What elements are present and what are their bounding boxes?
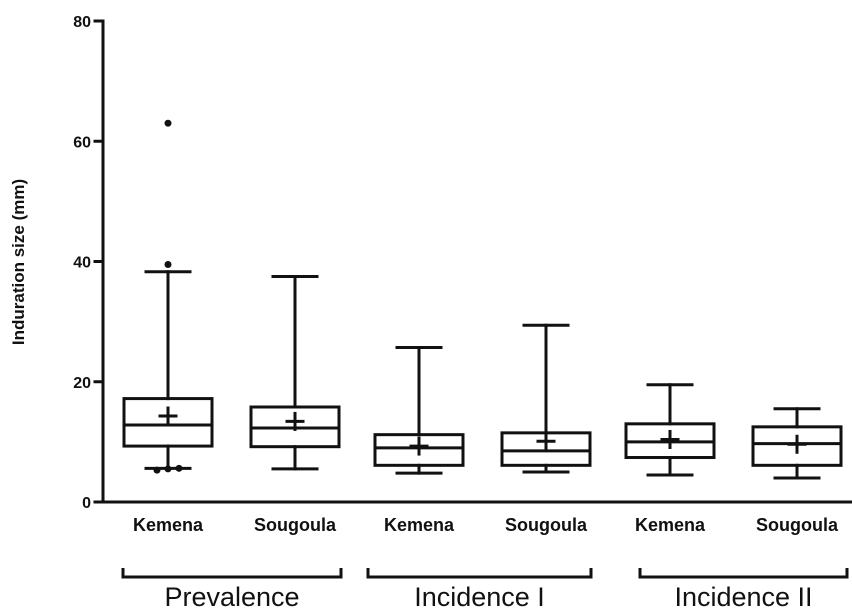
category-label: Sougoula <box>756 515 839 535</box>
axes: 0 20 40 60 80 <box>73 14 852 512</box>
y-tick-label: 40 <box>73 255 91 272</box>
iqr-box <box>122 397 214 448</box>
bracket-line <box>121 568 343 579</box>
category-label: Kemena <box>635 515 706 535</box>
bracket-line <box>638 568 849 579</box>
box-1 <box>122 119 214 474</box>
category-label: Kemena <box>384 515 455 535</box>
category-label: Sougoula <box>254 515 337 535</box>
outlier-point <box>153 466 161 474</box>
box-marks <box>122 119 843 480</box>
outlier-point <box>164 465 172 473</box>
y-tick-label: 0 <box>82 495 91 512</box>
group-brackets: Prevalence Incidence I Incidence II <box>121 568 849 610</box>
group-label: Prevalence <box>164 582 299 610</box>
box-3 <box>373 345 465 475</box>
y-tick-label: 20 <box>73 375 91 392</box>
iqr-box <box>751 425 843 467</box>
iqr-box <box>373 433 465 467</box>
outlier-point <box>175 464 183 472</box>
group-bracket-2: Incidence I <box>366 568 593 610</box>
category-label: Kemena <box>133 515 204 535</box>
outlier-point <box>164 261 172 269</box>
group-bracket-1: Prevalence <box>121 568 343 610</box>
category-labels: Kemena Sougoula Kemena Sougoula Kemena Sougou… <box>133 515 839 535</box>
group-bracket-3: Incidence II <box>638 568 849 610</box>
box-5 <box>624 383 716 477</box>
y-tick-label: 80 <box>73 14 91 31</box>
category-label: Sougoula <box>505 515 588 535</box>
box-6 <box>751 407 843 480</box>
group-label: Incidence II <box>674 582 812 610</box>
bracket-line <box>366 568 593 579</box>
outlier-point <box>164 119 172 127</box>
group-label: Incidence I <box>414 582 545 610</box>
box-2 <box>249 275 341 471</box>
y-tick-label: 60 <box>73 134 91 151</box>
y-axis-title: Induration size (mm) <box>9 179 28 345</box>
box-4 <box>500 323 592 474</box>
